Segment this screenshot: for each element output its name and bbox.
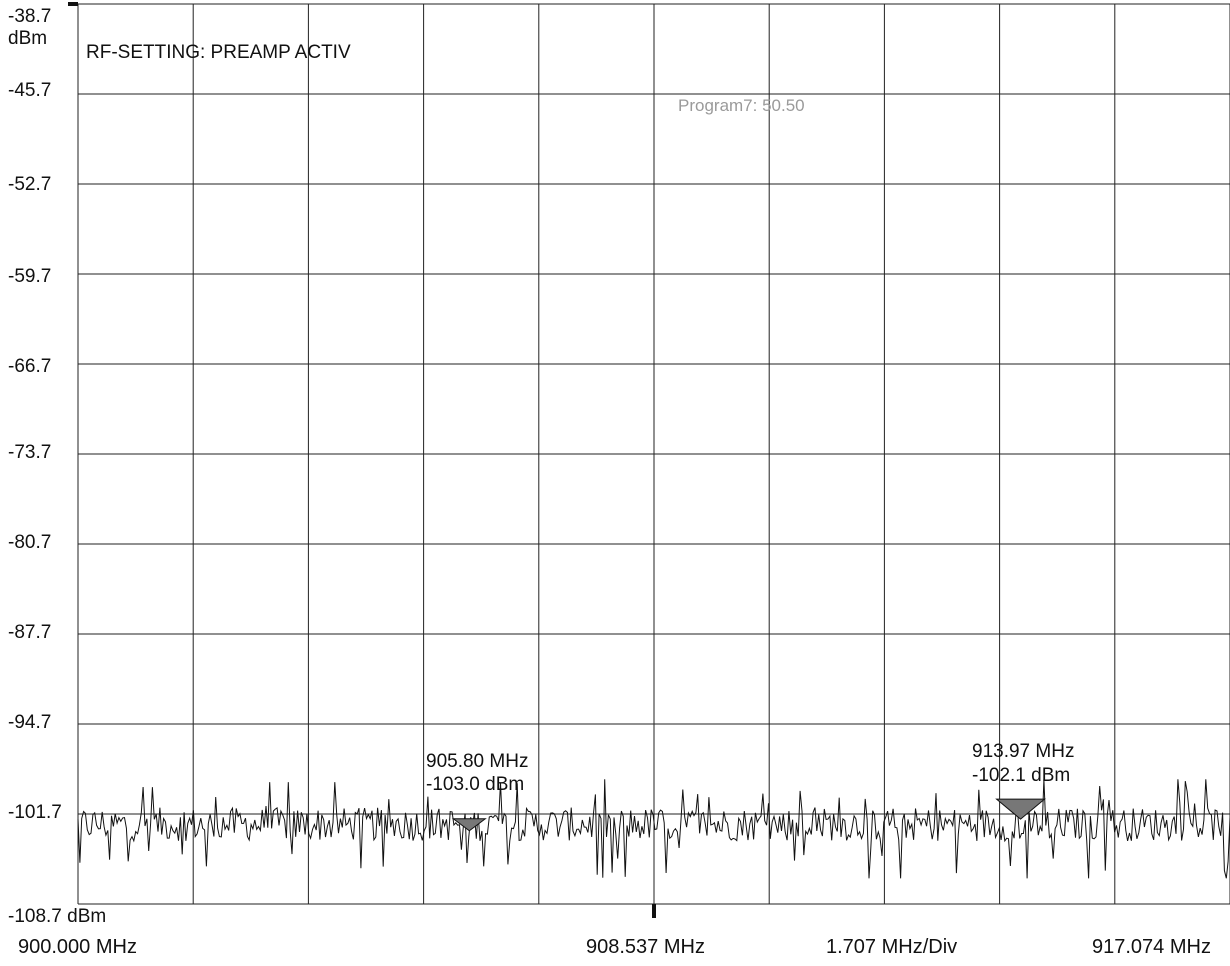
- center-frequency-tick: [652, 904, 656, 918]
- y-tick-label: -45.7: [8, 80, 52, 101]
- y-unit-label: dBm: [8, 28, 48, 49]
- marker-2-triangle: [995, 798, 1046, 820]
- y-tick-label: -94.7: [8, 712, 52, 733]
- spectrum-trace: [77, 779, 1230, 879]
- y-tick-label: -87.7: [8, 622, 52, 643]
- marker-symbols: [451, 798, 1046, 832]
- x-div-label: 1.707 MHz/Div: [826, 936, 958, 958]
- rf-setting-note: RF-SETTING: PREAMP ACTIV: [86, 42, 351, 63]
- y-bottom-label: -108.7 dBm: [8, 906, 107, 927]
- y-tick-label: -101.7: [8, 802, 62, 823]
- y-tick-label: -52.7: [8, 174, 52, 195]
- marker-1-level-label: -103.0 dBm: [426, 774, 525, 795]
- grid-lines: [77, 3, 1230, 905]
- program-note: Program7: 50.50: [678, 96, 805, 115]
- y-tick-label: -73.7: [8, 442, 52, 463]
- x-start-label: 900.000 MHz: [18, 936, 137, 958]
- y-tick-label: -80.7: [8, 532, 52, 553]
- y-tick-label: -66.7: [8, 356, 52, 377]
- reference-level-tick: [68, 2, 78, 6]
- marker-1-freq-label: 905.80 MHz: [426, 751, 529, 772]
- marker-2-level-label: -102.1 dBm: [972, 765, 1071, 786]
- y-tick-label: -38.7: [8, 6, 52, 27]
- x-center-label: 908.537 MHz: [586, 936, 705, 958]
- axis-ticks: [68, 2, 656, 918]
- y-tick-label: -59.7: [8, 266, 52, 287]
- marker-1-triangle: [451, 818, 487, 832]
- x-stop-label: 917.074 MHz: [1092, 936, 1211, 958]
- marker-2-freq-label: 913.97 MHz: [972, 741, 1075, 762]
